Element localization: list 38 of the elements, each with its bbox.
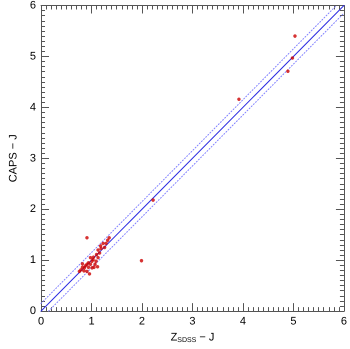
x-tick-label: 5 — [290, 316, 297, 328]
point — [101, 242, 105, 246]
x-tick-label: 4 — [240, 316, 246, 328]
point — [88, 272, 92, 276]
point — [96, 265, 100, 269]
y-tick-label: 4 — [30, 101, 36, 114]
point — [80, 262, 84, 266]
point — [237, 97, 241, 101]
point — [286, 69, 290, 73]
y-tick-label: 1 — [30, 254, 36, 266]
point — [99, 246, 103, 250]
point — [96, 256, 100, 260]
point — [85, 236, 89, 240]
point — [290, 56, 294, 60]
point — [107, 236, 111, 240]
point — [94, 252, 98, 256]
y-tick-label: 2 — [30, 203, 36, 216]
point — [140, 258, 144, 262]
y-tick-label: 3 — [30, 152, 36, 164]
point — [86, 266, 90, 270]
x-tick-label: 3 — [189, 316, 196, 328]
x-tick-label: 6 — [340, 316, 348, 328]
point — [151, 198, 155, 202]
point — [93, 262, 97, 266]
point — [88, 256, 92, 260]
y-tick-label: 5 — [30, 50, 36, 62]
point — [102, 246, 106, 250]
y-axis-title: CAPS − J — [8, 134, 20, 182]
y-tick-label: 6 — [30, 0, 36, 12]
point — [94, 259, 98, 263]
point — [85, 270, 89, 274]
point — [104, 242, 108, 246]
x-tick-label: 1 — [88, 316, 95, 328]
y-tick-label: 0 — [30, 305, 36, 318]
point — [98, 251, 102, 255]
x-tick-label: 0 — [38, 316, 44, 328]
point — [106, 238, 110, 242]
x-tick-label: 2 — [138, 316, 146, 328]
